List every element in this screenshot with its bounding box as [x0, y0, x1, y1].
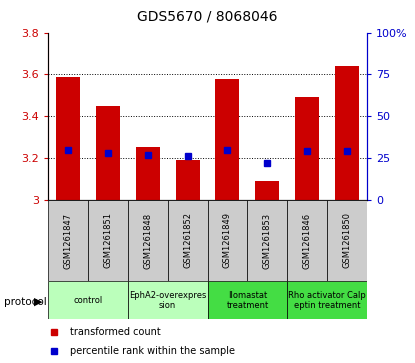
- Bar: [256, 181, 279, 200]
- Text: GSM1261849: GSM1261849: [223, 212, 232, 269]
- Bar: [56, 77, 80, 200]
- FancyBboxPatch shape: [327, 200, 367, 281]
- FancyBboxPatch shape: [208, 200, 247, 281]
- FancyBboxPatch shape: [287, 281, 367, 319]
- FancyBboxPatch shape: [287, 200, 327, 281]
- FancyBboxPatch shape: [247, 200, 287, 281]
- Text: Ilomastat
treatment: Ilomastat treatment: [226, 291, 269, 310]
- Bar: [136, 147, 159, 200]
- Bar: [215, 78, 239, 200]
- FancyBboxPatch shape: [128, 200, 168, 281]
- Text: percentile rank within the sample: percentile rank within the sample: [70, 346, 235, 356]
- Text: ▶: ▶: [34, 297, 42, 307]
- Text: GSM1261851: GSM1261851: [103, 212, 112, 269]
- FancyBboxPatch shape: [48, 281, 128, 319]
- Text: Rho activator Calp
eptin treatment: Rho activator Calp eptin treatment: [288, 291, 366, 310]
- Text: GSM1261848: GSM1261848: [143, 212, 152, 269]
- FancyBboxPatch shape: [48, 200, 88, 281]
- Bar: [295, 97, 320, 200]
- Text: GSM1261846: GSM1261846: [303, 212, 312, 269]
- Text: GSM1261853: GSM1261853: [263, 212, 272, 269]
- Text: control: control: [73, 296, 102, 305]
- Bar: [95, 106, 120, 200]
- Text: GDS5670 / 8068046: GDS5670 / 8068046: [137, 9, 278, 23]
- Text: protocol: protocol: [4, 297, 47, 307]
- Text: GSM1261852: GSM1261852: [183, 212, 192, 269]
- Bar: [176, 160, 200, 200]
- Text: GSM1261850: GSM1261850: [343, 212, 352, 269]
- Text: GSM1261847: GSM1261847: [63, 212, 72, 269]
- FancyBboxPatch shape: [168, 200, 208, 281]
- Text: EphA2-overexpres
sion: EphA2-overexpres sion: [129, 291, 206, 310]
- Text: transformed count: transformed count: [70, 327, 161, 337]
- FancyBboxPatch shape: [88, 200, 128, 281]
- FancyBboxPatch shape: [128, 281, 208, 319]
- FancyBboxPatch shape: [208, 281, 287, 319]
- Bar: [335, 66, 359, 200]
